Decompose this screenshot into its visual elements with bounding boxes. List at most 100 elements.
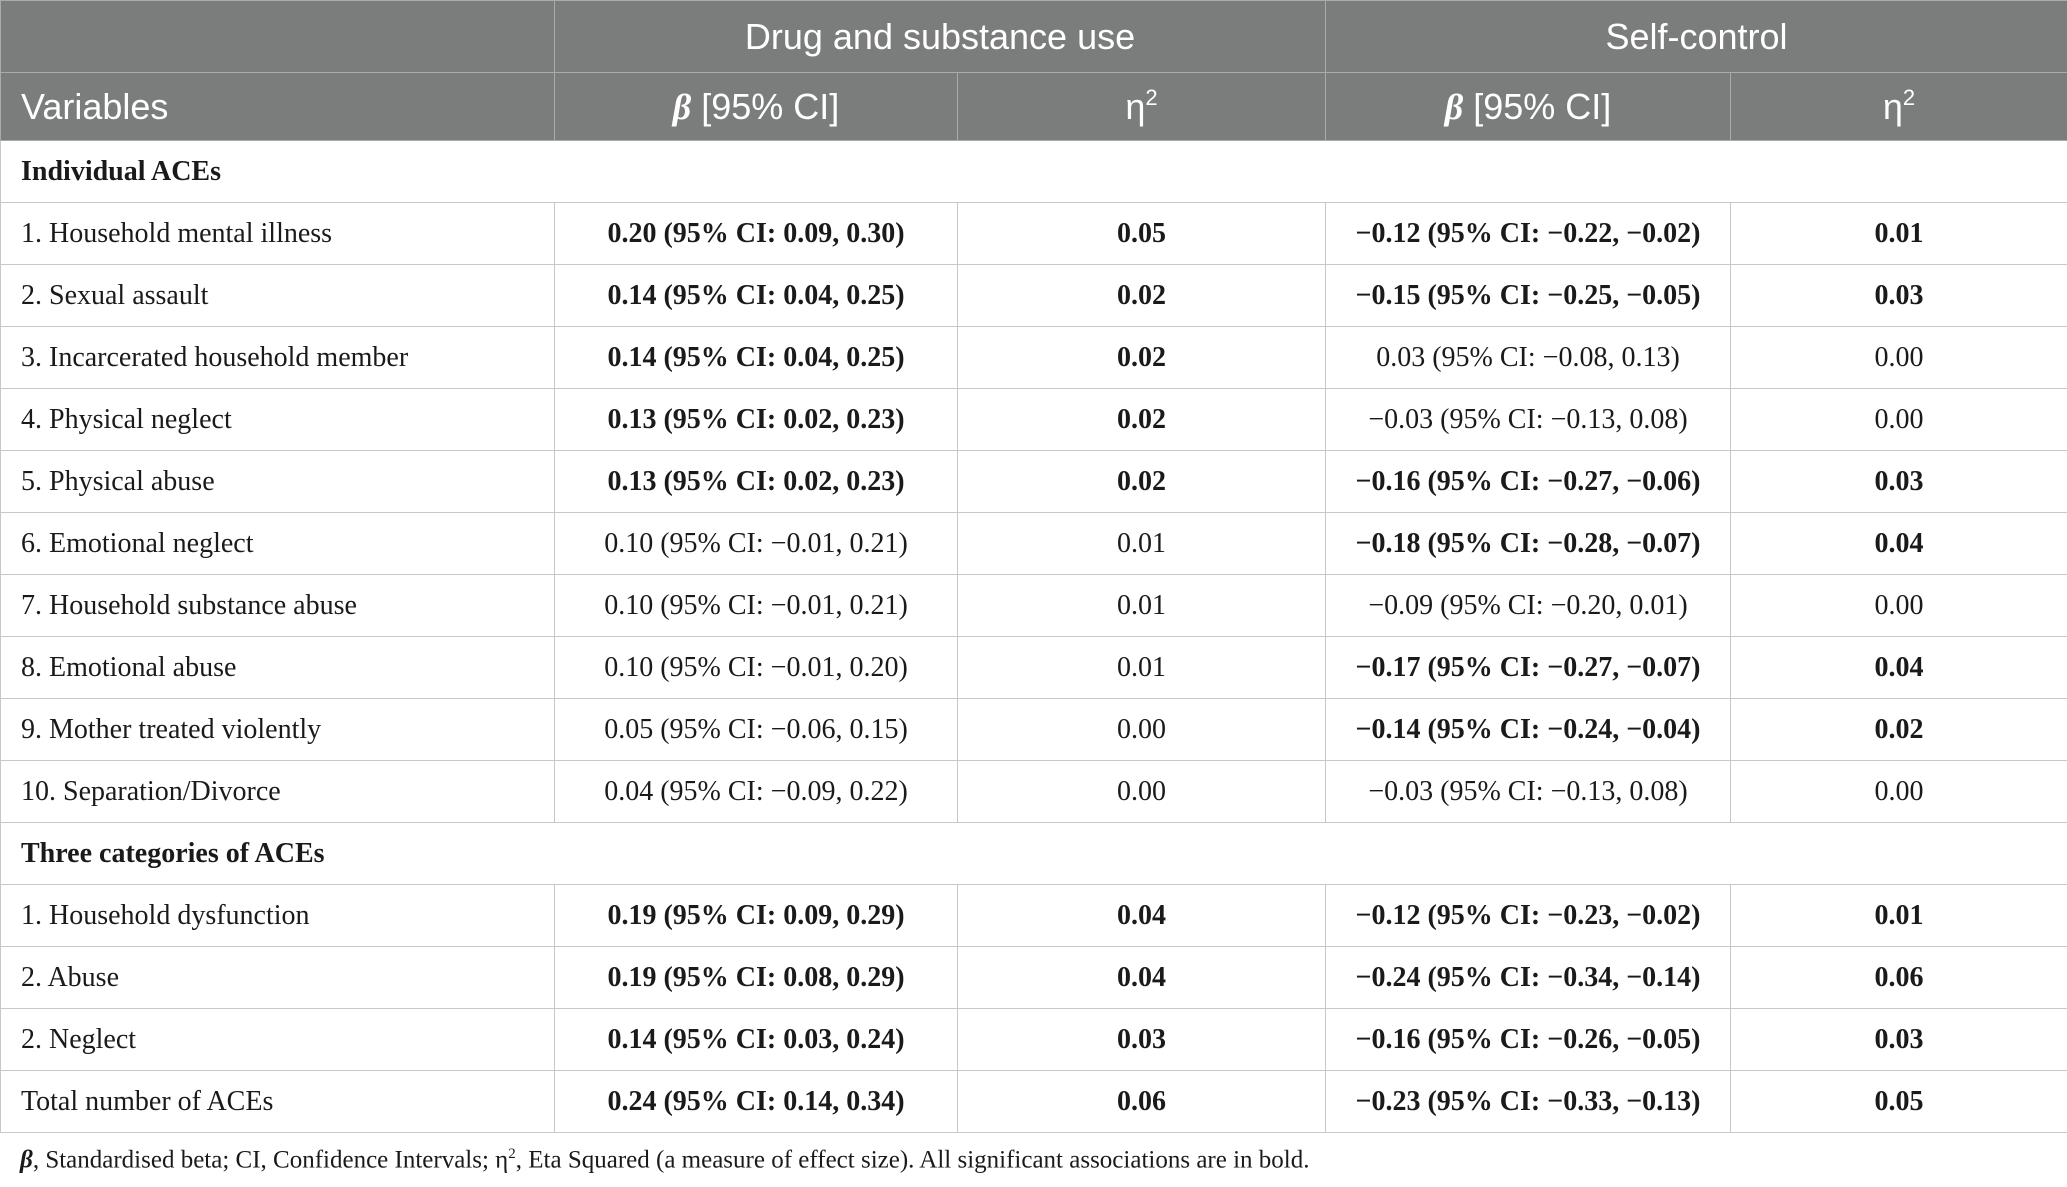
drug-eta-cell: 0.04 — [956, 946, 1327, 1009]
table-row: 1. Household mental illness 0.20 (95% CI… — [0, 202, 2067, 265]
self-beta-cell: −0.12 (95% CI: −0.22, −0.02) — [1325, 202, 1732, 265]
beta-symbol: β — [672, 86, 692, 127]
drug-beta-cell: 0.14 (95% CI: 0.04, 0.25) — [554, 264, 958, 327]
row-label: 8. Emotional abuse — [0, 636, 555, 699]
self-eta-cell: 0.00 — [1730, 326, 2067, 389]
row-label: 1. Household mental illness — [0, 202, 555, 265]
header-variables: Variables — [0, 72, 555, 141]
self-eta-cell: 0.03 — [1730, 1008, 2067, 1071]
self-beta-cell: −0.14 (95% CI: −0.24, −0.04) — [1325, 698, 1732, 761]
table-header: Drug and substance use Self-control Vari… — [0, 0, 2067, 141]
self-beta-cell: −0.16 (95% CI: −0.26, −0.05) — [1325, 1008, 1732, 1071]
table-row: 2. Abuse 0.19 (95% CI: 0.08, 0.29) 0.04 … — [0, 946, 2067, 1009]
drug-eta-cell: 0.05 — [956, 202, 1327, 265]
footnote-text-a: , Standardised beta; CI, Confidence Inte… — [32, 1146, 509, 1174]
drug-eta-cell: 0.02 — [956, 264, 1327, 327]
self-eta-cell: 0.01 — [1730, 884, 2067, 947]
drug-beta-cell: 0.10 (95% CI: −0.01, 0.20) — [554, 636, 958, 699]
header-drug-beta: β [95% CI] — [554, 72, 958, 141]
self-beta-cell: −0.24 (95% CI: −0.34, −0.14) — [1325, 946, 1732, 1009]
footnote-text-b: , Eta Squared (a measure of effect size)… — [515, 1146, 1310, 1174]
drug-beta-cell: 0.10 (95% CI: −0.01, 0.21) — [554, 512, 958, 575]
row-label: 1. Household dysfunction — [0, 884, 555, 947]
header-group-row: Drug and substance use Self-control — [0, 0, 2067, 73]
drug-beta-cell: 0.14 (95% CI: 0.03, 0.24) — [554, 1008, 958, 1071]
footnote-beta-symbol: β — [20, 1146, 33, 1174]
drug-eta-cell: 0.01 — [956, 636, 1327, 699]
header-group-drug: Drug and substance use — [553, 0, 1327, 73]
header-sub-row: Variables β [95% CI] η2 β [95% CI] η2 — [0, 72, 2067, 141]
drug-eta-cell: 0.06 — [956, 1070, 1327, 1133]
self-eta-cell: 0.02 — [1730, 698, 2067, 761]
table-row: 6. Emotional neglect 0.10 (95% CI: −0.01… — [0, 512, 2067, 575]
drug-beta-cell: 0.20 (95% CI: 0.09, 0.30) — [554, 202, 958, 265]
header-self-eta: η2 — [1730, 72, 2067, 141]
table-row: 10. Separation/Divorce 0.04 (95% CI: −0.… — [0, 760, 2067, 823]
self-eta-cell: 0.05 — [1730, 1070, 2067, 1133]
eta-symbol: η — [1125, 85, 1146, 127]
drug-eta-cell: 0.02 — [956, 326, 1327, 389]
row-label: 5. Physical abuse — [0, 450, 555, 513]
footnote-eta-exponent: 2 — [508, 1146, 516, 1162]
table-row: 5. Physical abuse 0.13 (95% CI: 0.02, 0.… — [0, 450, 2067, 513]
self-eta-cell: 0.00 — [1730, 574, 2067, 637]
self-eta-cell: 0.04 — [1730, 636, 2067, 699]
table-row: Total number of ACEs 0.24 (95% CI: 0.14,… — [0, 1070, 2067, 1133]
drug-beta-cell: 0.13 (95% CI: 0.02, 0.23) — [554, 450, 958, 513]
drug-beta-cell: 0.14 (95% CI: 0.04, 0.25) — [554, 326, 958, 389]
drug-beta-cell: 0.10 (95% CI: −0.01, 0.21) — [554, 574, 958, 637]
drug-beta-cell: 0.13 (95% CI: 0.02, 0.23) — [554, 388, 958, 451]
self-beta-cell: −0.16 (95% CI: −0.27, −0.06) — [1325, 450, 1732, 513]
row-label: 4. Physical neglect — [0, 388, 555, 451]
section-title: Three categories of ACEs — [0, 822, 2067, 885]
table-row: 7. Household substance abuse 0.10 (95% C… — [0, 574, 2067, 637]
row-label: 2. Neglect — [0, 1008, 555, 1071]
section-row-three-categories: Three categories of ACEs — [0, 822, 2067, 885]
self-beta-cell: 0.03 (95% CI: −0.08, 0.13) — [1325, 326, 1732, 389]
self-beta-cell: −0.18 (95% CI: −0.28, −0.07) — [1325, 512, 1732, 575]
table-row: 1. Household dysfunction 0.19 (95% CI: 0… — [0, 884, 2067, 947]
drug-eta-cell: 0.02 — [956, 388, 1327, 451]
eta-symbol: η — [1882, 85, 1903, 127]
self-beta-cell: −0.09 (95% CI: −0.20, 0.01) — [1325, 574, 1732, 637]
row-label: 6. Emotional neglect — [0, 512, 555, 575]
header-drug-eta: η2 — [956, 72, 1327, 141]
header-beta-ci-label: [95% CI] — [1463, 85, 1612, 127]
self-beta-cell: −0.17 (95% CI: −0.27, −0.07) — [1325, 636, 1732, 699]
beta-symbol: β — [1444, 86, 1464, 127]
drug-eta-cell: 0.00 — [956, 760, 1327, 823]
drug-eta-cell: 0.01 — [956, 574, 1327, 637]
header-self-beta: β [95% CI] — [1325, 72, 1732, 141]
self-eta-cell: 0.01 — [1730, 202, 2067, 265]
drug-beta-cell: 0.04 (95% CI: −0.09, 0.22) — [554, 760, 958, 823]
self-beta-cell: −0.03 (95% CI: −0.13, 0.08) — [1325, 760, 1732, 823]
row-label: 7. Household substance abuse — [0, 574, 555, 637]
table-row: 3. Incarcerated household member 0.14 (9… — [0, 326, 2067, 389]
table-row: 9. Mother treated violently 0.05 (95% CI… — [0, 698, 2067, 761]
row-label: 10. Separation/Divorce — [0, 760, 555, 823]
self-beta-cell: −0.23 (95% CI: −0.33, −0.13) — [1325, 1070, 1732, 1133]
drug-eta-cell: 0.01 — [956, 512, 1327, 575]
self-beta-cell: −0.15 (95% CI: −0.25, −0.05) — [1325, 264, 1732, 327]
header-beta-ci-label: [95% CI] — [691, 85, 840, 127]
eta-exponent: 2 — [1145, 84, 1158, 110]
drug-beta-cell: 0.05 (95% CI: −0.06, 0.15) — [554, 698, 958, 761]
drug-eta-cell: 0.02 — [956, 450, 1327, 513]
table-footnote: β, Standardised beta; CI, Confidence Int… — [20, 1146, 1309, 1174]
section-title: Individual ACEs — [0, 140, 2067, 203]
table-row: 2. Neglect 0.14 (95% CI: 0.03, 0.24) 0.0… — [0, 1008, 2067, 1071]
table-row: 4. Physical neglect 0.13 (95% CI: 0.02, … — [0, 388, 2067, 451]
drug-eta-cell: 0.00 — [956, 698, 1327, 761]
drug-eta-cell: 0.04 — [956, 884, 1327, 947]
self-eta-cell: 0.03 — [1730, 450, 2067, 513]
drug-beta-cell: 0.19 (95% CI: 0.08, 0.29) — [554, 946, 958, 1009]
self-eta-cell: 0.00 — [1730, 388, 2067, 451]
eta-exponent: 2 — [1902, 84, 1916, 110]
row-label: 2. Abuse — [0, 946, 555, 1009]
self-eta-cell: 0.04 — [1730, 512, 2067, 575]
self-beta-cell: −0.12 (95% CI: −0.23, −0.02) — [1325, 884, 1732, 947]
drug-beta-cell: 0.24 (95% CI: 0.14, 0.34) — [554, 1070, 958, 1133]
table-row: 8. Emotional abuse 0.10 (95% CI: −0.01, … — [0, 636, 2067, 699]
header-group-self-control: Self-control — [1325, 0, 2067, 73]
